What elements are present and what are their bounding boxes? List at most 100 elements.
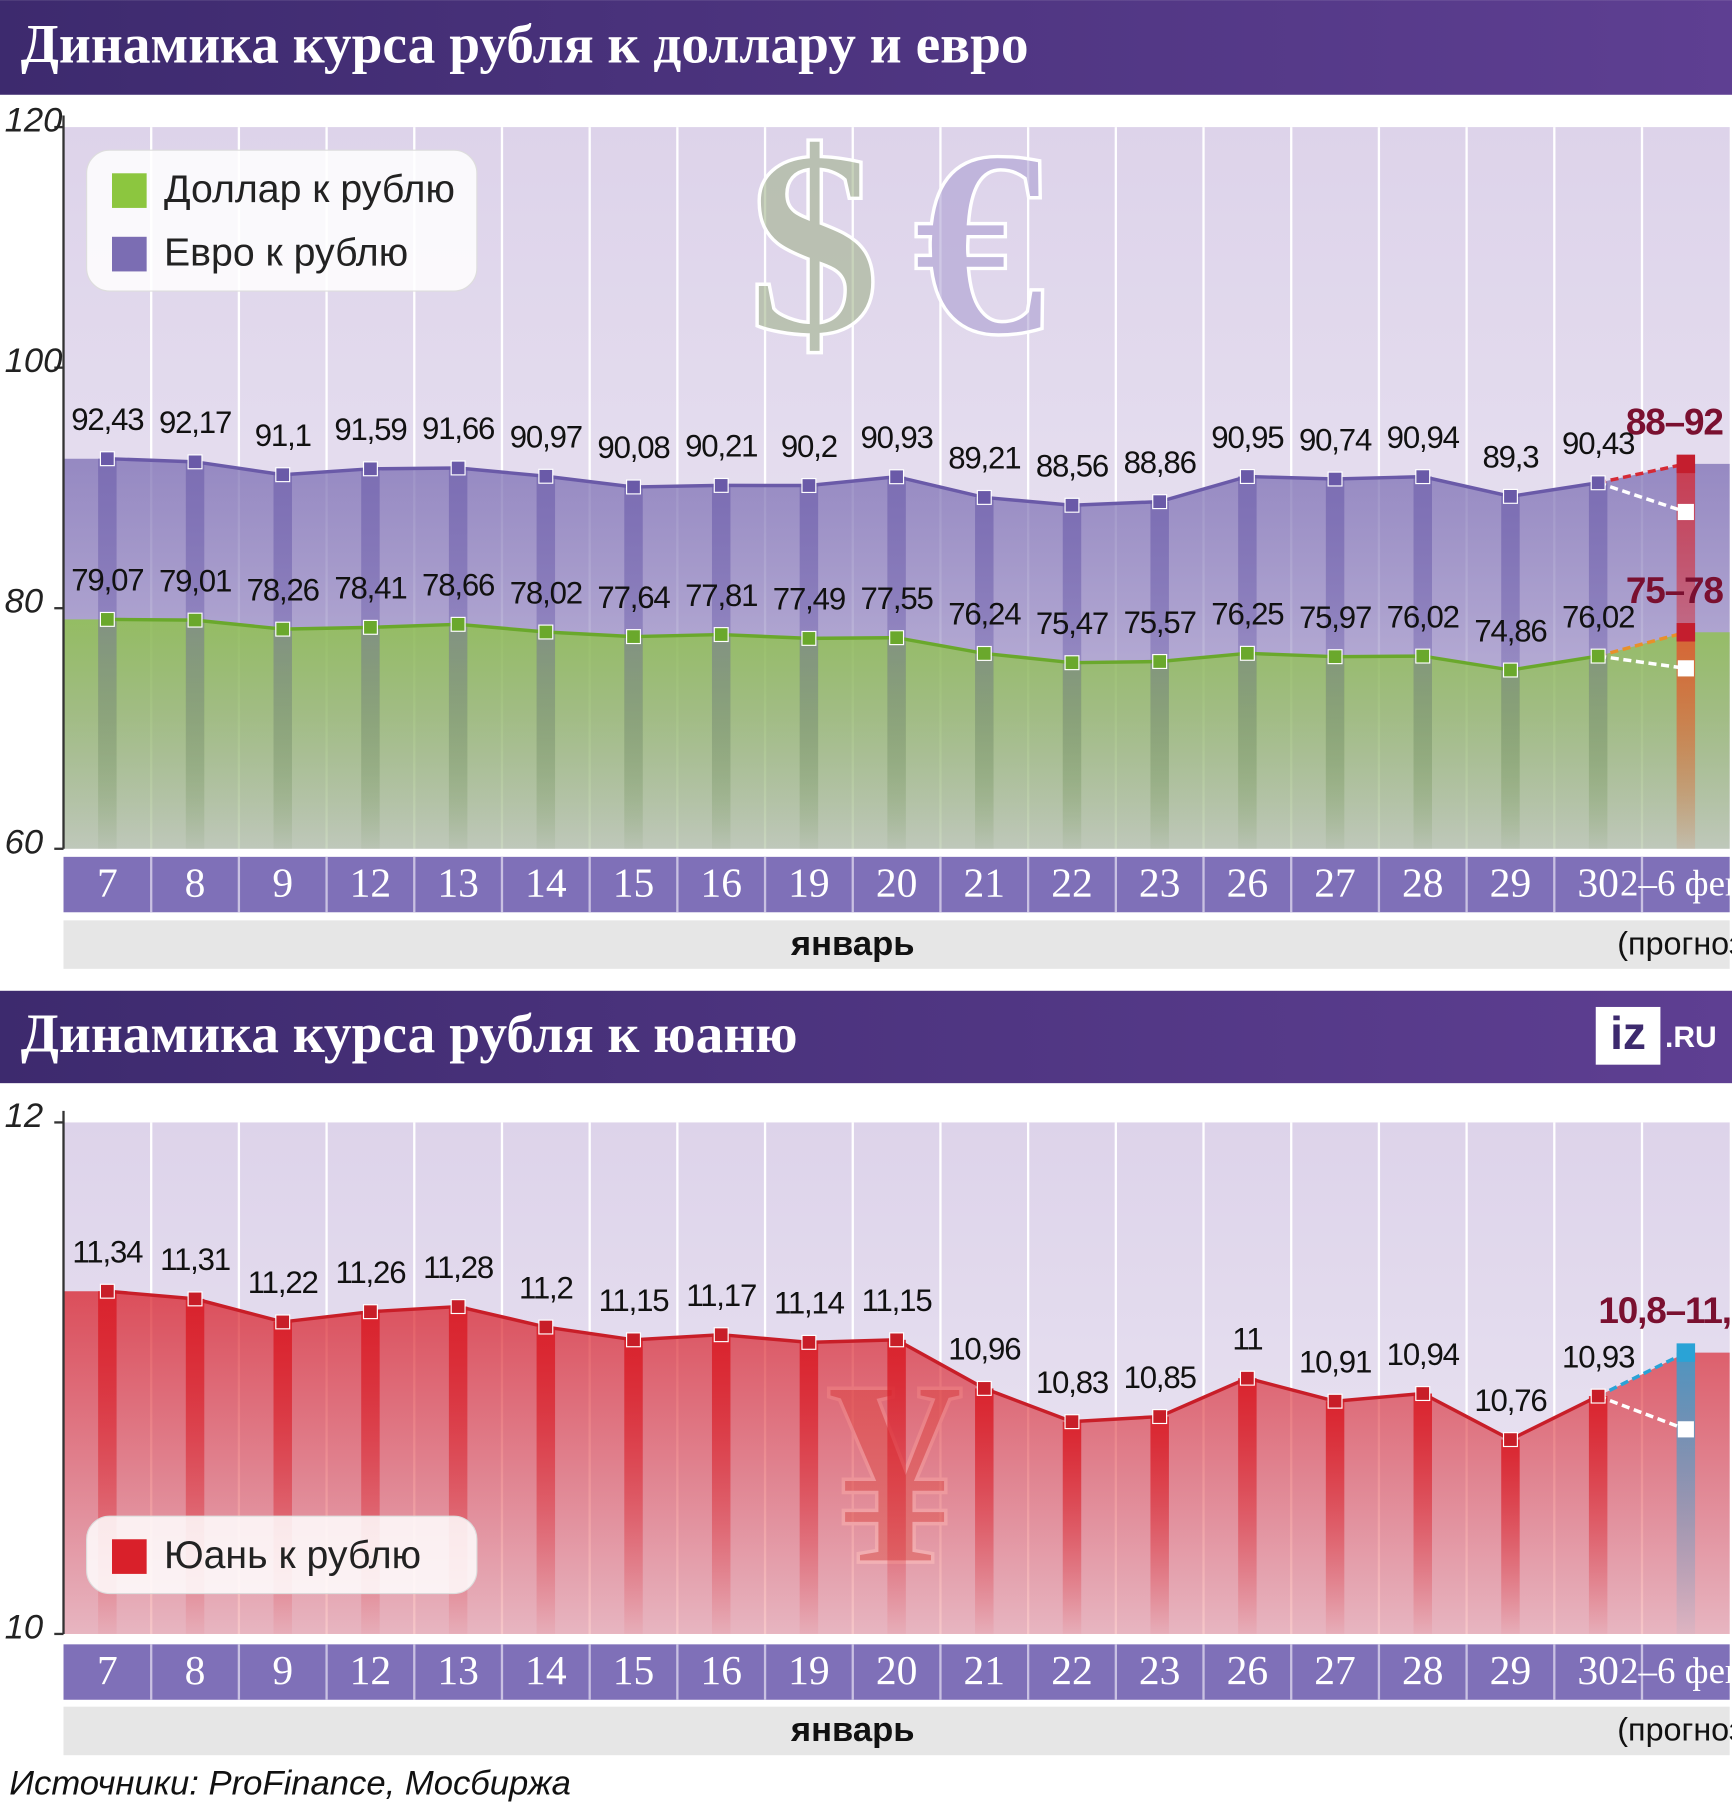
legend-label: Юань к рублю <box>164 1533 421 1577</box>
forecast-label: 88–92 <box>1626 401 1724 442</box>
y-tick-label: 60 <box>5 823 44 861</box>
point-marker <box>889 1332 905 1348</box>
x-tick-label: 20 <box>876 859 918 905</box>
value-label: 88,56 <box>1036 449 1108 484</box>
value-bar <box>273 474 292 849</box>
value-label: 75,47 <box>1036 606 1108 641</box>
y-tick-label: 80 <box>5 583 44 621</box>
value-label: 77,64 <box>597 580 670 615</box>
point-marker <box>99 451 115 467</box>
forecast-label: 75–78 <box>1626 570 1724 611</box>
point-marker <box>889 630 905 646</box>
x-tick-label: 19 <box>788 1647 830 1693</box>
value-label: 10,85 <box>1124 1360 1197 1395</box>
point-marker <box>275 467 291 483</box>
legend-swatch <box>112 236 147 272</box>
forecast-high-marker <box>1676 1343 1696 1362</box>
value-label: 11,22 <box>248 1265 318 1300</box>
value-label: 77,49 <box>773 582 845 617</box>
x-tick-label: 28 <box>1402 1647 1444 1693</box>
forecast-high-line <box>1597 462 1687 485</box>
value-label: 78,26 <box>247 572 319 607</box>
value-label: 75,97 <box>1299 600 1371 635</box>
forecast-high-line <box>1597 630 1687 658</box>
point-marker <box>1502 662 1518 678</box>
point-marker <box>1152 494 1168 510</box>
value-bar <box>711 1334 731 1634</box>
point-marker <box>1590 475 1606 491</box>
value-bar <box>711 485 731 849</box>
y-tick-label: 12 <box>5 1097 44 1135</box>
value-bar <box>1150 501 1169 849</box>
value-bar <box>536 1327 556 1634</box>
legend-box <box>86 1515 478 1595</box>
month-label: январь <box>790 1711 915 1749</box>
value-bar <box>975 497 994 849</box>
category-band <box>63 856 1730 913</box>
point-marker <box>362 1304 378 1320</box>
legend-box <box>86 149 478 292</box>
point-marker <box>1502 1432 1518 1448</box>
value-bar <box>799 485 819 849</box>
value-label: 89,3 <box>1482 440 1538 475</box>
point-marker <box>801 478 817 494</box>
value-label: 11,34 <box>72 1235 143 1270</box>
x-tick-label: 21 <box>964 1647 1006 1693</box>
x-tick-label: 27 <box>1314 1647 1356 1693</box>
value-label: 90,2 <box>781 429 837 464</box>
x-tick-label: 15 <box>613 859 655 905</box>
x-tick-label: 23 <box>1139 859 1181 905</box>
value-bar <box>887 476 906 849</box>
value-bar <box>1413 1393 1432 1634</box>
point-marker <box>801 1334 817 1350</box>
point-marker <box>626 479 642 495</box>
x-tick-label: 12 <box>350 859 392 905</box>
value-label: 90,93 <box>860 420 932 455</box>
value-label: 10,76 <box>1474 1383 1546 1418</box>
value-label: 79,07 <box>71 563 143 598</box>
point-marker <box>1502 488 1518 504</box>
point-marker <box>538 468 554 484</box>
value-label: 11,2 <box>519 1270 573 1305</box>
point-marker <box>99 1283 115 1299</box>
point-marker <box>1590 1388 1606 1404</box>
x-tick-label: 9 <box>272 859 293 905</box>
value-label: 76,02 <box>1387 599 1459 634</box>
value-label: 89,21 <box>948 441 1020 476</box>
value-label: 11,28 <box>423 1250 493 1285</box>
forecast-low-marker <box>1677 503 1694 521</box>
y-tick-label: 10 <box>5 1608 44 1646</box>
value-bar <box>536 476 556 849</box>
value-bar <box>361 468 380 849</box>
value-bar <box>1588 482 1608 849</box>
point-marker <box>1239 1370 1255 1386</box>
point-marker <box>626 1332 642 1348</box>
x-tick-label: 30 <box>1577 1647 1619 1693</box>
title-bar <box>0 0 1732 95</box>
point-marker <box>1327 649 1343 665</box>
forecast-low-marker <box>1677 660 1694 677</box>
logo-iz: iz <box>1610 1007 1646 1059</box>
point-marker <box>275 1314 291 1330</box>
x-tick-label: 16 <box>700 1647 742 1693</box>
point-marker <box>1152 653 1168 669</box>
point-marker <box>1415 1386 1431 1402</box>
value-label: 92,17 <box>159 405 231 440</box>
value-bar <box>448 467 468 849</box>
line <box>107 1289 1599 1442</box>
logo-ru: .RU <box>1665 1021 1717 1054</box>
forecast-note: (прогноз) <box>1617 1712 1732 1748</box>
point-marker <box>713 1327 729 1343</box>
x-tick-label: 7 <box>97 859 118 905</box>
point-marker <box>362 461 378 477</box>
value-label: 78,41 <box>334 571 406 606</box>
forecast-low-line <box>1597 654 1687 671</box>
value-bar <box>799 1342 819 1634</box>
value-label: 77,55 <box>860 581 933 616</box>
point-marker <box>187 612 203 628</box>
point-marker <box>1064 1414 1080 1430</box>
point-marker <box>1239 645 1255 661</box>
value-label: 76,25 <box>1211 597 1284 632</box>
value-label: 11,26 <box>335 1255 405 1290</box>
